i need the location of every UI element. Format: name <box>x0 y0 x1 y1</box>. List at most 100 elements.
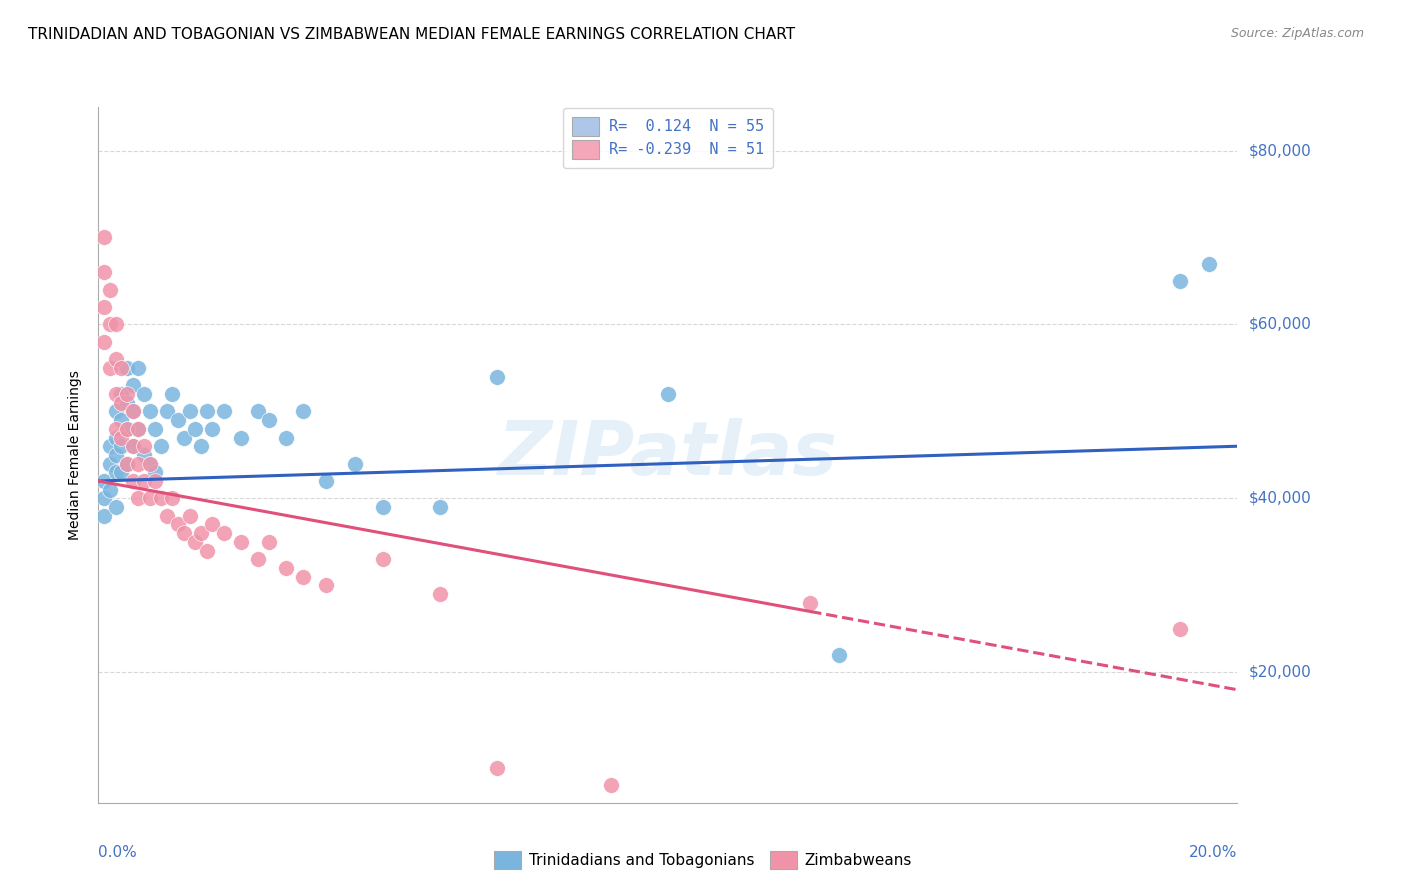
Point <box>115 387 138 401</box>
Point <box>127 360 149 375</box>
Legend: R=  0.124  N = 55, R= -0.239  N = 51: R= 0.124 N = 55, R= -0.239 N = 51 <box>562 108 773 168</box>
Point <box>121 404 143 418</box>
Text: $60,000: $60,000 <box>1249 317 1312 332</box>
Point <box>132 439 155 453</box>
Text: $80,000: $80,000 <box>1249 143 1312 158</box>
Legend: Trinidadians and Tobagonians, Zimbabweans: Trinidadians and Tobagonians, Zimbabwean… <box>488 845 918 875</box>
Point <box>276 561 298 575</box>
Point <box>201 517 224 532</box>
Point <box>104 466 127 480</box>
Point <box>212 404 235 418</box>
Text: Source: ZipAtlas.com: Source: ZipAtlas.com <box>1230 27 1364 40</box>
Point <box>110 387 132 401</box>
Point <box>121 404 143 418</box>
Point <box>110 466 132 480</box>
Point <box>93 230 115 244</box>
Point <box>121 439 143 453</box>
Point <box>115 422 138 436</box>
Point <box>115 457 138 471</box>
Point <box>115 457 138 471</box>
Text: TRINIDADIAN AND TOBAGONIAN VS ZIMBABWEAN MEDIAN FEMALE EARNINGS CORRELATION CHAR: TRINIDADIAN AND TOBAGONIAN VS ZIMBABWEAN… <box>28 27 796 42</box>
Point <box>145 466 167 480</box>
Point <box>292 404 315 418</box>
Point <box>156 404 179 418</box>
Point <box>190 439 212 453</box>
Point <box>93 265 115 279</box>
Point <box>167 517 190 532</box>
Point <box>98 457 121 471</box>
Point <box>1198 257 1220 271</box>
Point <box>145 422 167 436</box>
Text: ZIPatlas: ZIPatlas <box>498 418 838 491</box>
Point <box>1170 274 1192 288</box>
Point <box>259 413 281 427</box>
Point <box>429 500 451 514</box>
Point <box>486 761 509 775</box>
Point <box>229 430 252 444</box>
Point <box>104 430 127 444</box>
Point <box>110 439 132 453</box>
Point <box>127 457 149 471</box>
Point <box>127 491 149 506</box>
Point <box>132 474 155 488</box>
Point <box>104 500 127 514</box>
Point <box>132 387 155 401</box>
Point <box>184 534 207 549</box>
Point <box>115 395 138 409</box>
Point <box>246 404 269 418</box>
Point <box>173 526 195 541</box>
Point <box>98 283 121 297</box>
Point <box>373 552 395 566</box>
Point <box>195 404 218 418</box>
Point <box>104 404 127 418</box>
Point <box>343 457 366 471</box>
Point <box>162 491 184 506</box>
Point <box>276 430 298 444</box>
Point <box>127 422 149 436</box>
Point <box>1170 622 1192 636</box>
Point <box>657 387 679 401</box>
Y-axis label: Median Female Earnings: Median Female Earnings <box>69 370 83 540</box>
Point <box>156 508 179 523</box>
Point <box>104 352 127 367</box>
Point <box>98 360 121 375</box>
Point <box>190 526 212 541</box>
Point <box>167 413 190 427</box>
Text: 20.0%: 20.0% <box>1189 845 1237 860</box>
Point <box>98 439 121 453</box>
Point <box>799 596 821 610</box>
Point <box>110 395 132 409</box>
Point <box>259 534 281 549</box>
Point <box>127 422 149 436</box>
Point <box>229 534 252 549</box>
Point <box>98 483 121 497</box>
Point <box>315 578 337 592</box>
Point <box>93 508 115 523</box>
Point <box>93 300 115 314</box>
Point <box>292 570 315 584</box>
Point <box>184 422 207 436</box>
Point <box>115 360 138 375</box>
Point <box>121 439 143 453</box>
Point <box>138 457 160 471</box>
Point <box>121 474 143 488</box>
Text: 0.0%: 0.0% <box>98 845 138 860</box>
Point <box>150 491 173 506</box>
Point <box>104 422 127 436</box>
Point <box>93 491 115 506</box>
Point <box>110 430 132 444</box>
Point <box>486 369 509 384</box>
Point <box>162 387 184 401</box>
Point <box>315 474 337 488</box>
Point <box>110 360 132 375</box>
Point <box>212 526 235 541</box>
Point <box>138 491 160 506</box>
Text: $20,000: $20,000 <box>1249 665 1312 680</box>
Point <box>121 378 143 392</box>
Point <box>93 474 115 488</box>
Point <box>246 552 269 566</box>
Point <box>195 543 218 558</box>
Point <box>828 648 851 662</box>
Point <box>201 422 224 436</box>
Point <box>104 387 127 401</box>
